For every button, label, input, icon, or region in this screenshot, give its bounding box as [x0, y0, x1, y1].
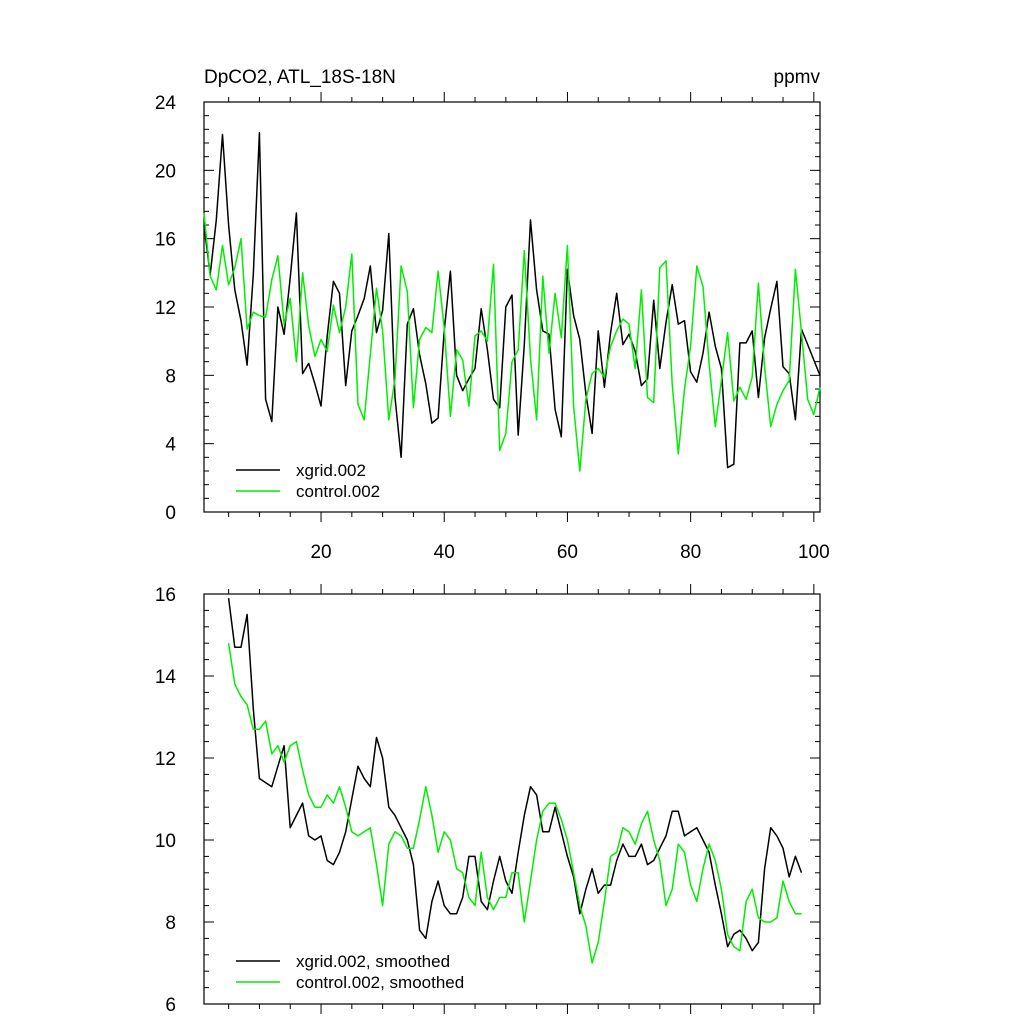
- top-panel-legend: xgrid.002 control.002: [236, 461, 380, 501]
- x-tick-label: 60: [557, 542, 578, 563]
- bottom-panel-tick-labels: 6 8 10 12 14 16: [155, 585, 177, 1016]
- y-tick-label: 12: [155, 749, 176, 770]
- series-line-xgrid-002: [203, 132, 821, 469]
- series-line-xgrid-002-smoothed: [227, 598, 803, 952]
- top-panel-units: ppmv: [774, 67, 821, 88]
- x-tick-label: 100: [798, 542, 830, 563]
- top-panel: DpCO2, ATL_18S-18N ppmv 0 4 8 12 16 20 24 20 40 6…: [155, 67, 830, 563]
- x-tick-label: 80: [680, 542, 701, 563]
- y-tick-label: 8: [165, 913, 176, 934]
- y-tick-label: 12: [155, 298, 176, 319]
- bottom-panel: 6 8 10 12 14 16 xgrid.002, smoothed control.00…: [155, 584, 821, 1016]
- y-tick-label: 8: [165, 366, 176, 387]
- y-tick-label: 20: [155, 161, 176, 182]
- legend-label: control.002: [296, 482, 380, 501]
- legend-label: control.002, smoothed: [296, 973, 464, 992]
- y-tick-label: 0: [165, 503, 176, 524]
- legend-label: xgrid.002, smoothed: [296, 952, 450, 971]
- legend-label: xgrid.002: [296, 461, 366, 480]
- y-tick-label: 4: [165, 435, 176, 456]
- y-tick-label: 14: [155, 667, 177, 688]
- top-panel-tick-labels: 0 4 8 12 16 20 24 20 40 60 80 100: [155, 93, 830, 563]
- y-tick-label: 16: [155, 585, 176, 606]
- y-tick-label: 6: [165, 995, 176, 1016]
- top-panel-title: DpCO2, ATL_18S-18N: [204, 67, 396, 88]
- top-panel-series: [203, 132, 821, 472]
- x-tick-label: 40: [434, 542, 455, 563]
- bottom-panel-ticks: [204, 584, 820, 1014]
- top-panel-ticks: [204, 92, 820, 522]
- bottom-panel-series: [227, 598, 803, 964]
- bottom-panel-frame: [203, 593, 821, 1005]
- bottom-panel-legend: xgrid.002, smoothed control.002, smoothed: [236, 952, 464, 992]
- y-tick-label: 24: [155, 93, 177, 114]
- x-tick-label: 20: [310, 542, 331, 563]
- y-tick-label: 10: [155, 831, 176, 852]
- series-line-control-002: [203, 212, 821, 472]
- series-line-control-002-smoothed: [227, 643, 802, 964]
- y-tick-label: 16: [155, 230, 176, 251]
